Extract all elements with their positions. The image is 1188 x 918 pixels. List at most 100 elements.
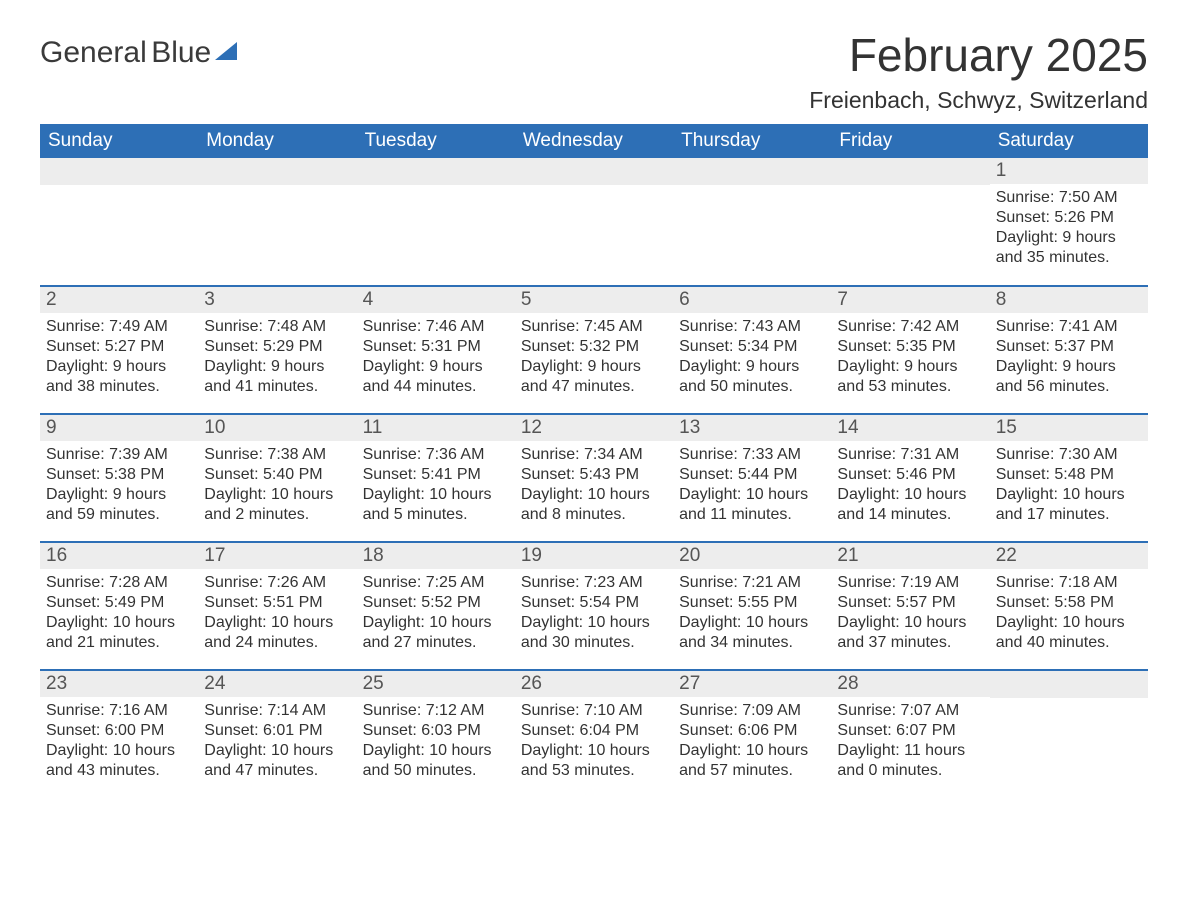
sunrise-line: Sunrise: 7:26 AM xyxy=(204,573,350,593)
daylight-line: Daylight: 10 hours and 50 minutes. xyxy=(363,741,509,781)
day-number: 9 xyxy=(40,415,198,441)
day-number: 16 xyxy=(40,543,198,569)
sunset-line: Sunset: 6:04 PM xyxy=(521,721,667,741)
daylight-line: Daylight: 9 hours and 53 minutes. xyxy=(837,357,983,397)
calendar-cell: 28Sunrise: 7:07 AMSunset: 6:07 PMDayligh… xyxy=(831,670,989,798)
day-body: Sunrise: 7:19 AMSunset: 5:57 PMDaylight:… xyxy=(831,569,989,661)
day-body: Sunrise: 7:49 AMSunset: 5:27 PMDaylight:… xyxy=(40,313,198,405)
calendar-cell: 27Sunrise: 7:09 AMSunset: 6:06 PMDayligh… xyxy=(673,670,831,798)
calendar-cell: 16Sunrise: 7:28 AMSunset: 5:49 PMDayligh… xyxy=(40,542,198,670)
day-body: Sunrise: 7:30 AMSunset: 5:48 PMDaylight:… xyxy=(990,441,1148,533)
sunset-line: Sunset: 5:58 PM xyxy=(996,593,1142,613)
sunrise-line: Sunrise: 7:14 AM xyxy=(204,701,350,721)
sunrise-line: Sunrise: 7:12 AM xyxy=(363,701,509,721)
daylight-line: Daylight: 10 hours and 8 minutes. xyxy=(521,485,667,525)
empty-day xyxy=(673,158,831,185)
calendar-cell: 10Sunrise: 7:38 AMSunset: 5:40 PMDayligh… xyxy=(198,414,356,542)
logo-triangle-icon xyxy=(215,42,237,60)
sunset-line: Sunset: 5:46 PM xyxy=(837,465,983,485)
sunset-line: Sunset: 5:41 PM xyxy=(363,465,509,485)
sunset-line: Sunset: 5:38 PM xyxy=(46,465,192,485)
daylight-line: Daylight: 11 hours and 0 minutes. xyxy=(837,741,983,781)
calendar-cell xyxy=(673,158,831,286)
day-number: 14 xyxy=(831,415,989,441)
day-body: Sunrise: 7:31 AMSunset: 5:46 PMDaylight:… xyxy=(831,441,989,533)
sunset-line: Sunset: 5:57 PM xyxy=(837,593,983,613)
daylight-line: Daylight: 10 hours and 57 minutes. xyxy=(679,741,825,781)
logo: General Blue xyxy=(40,38,237,68)
sunset-line: Sunset: 6:07 PM xyxy=(837,721,983,741)
page-subtitle: Freienbach, Schwyz, Switzerland xyxy=(809,87,1148,114)
calendar-cell: 23Sunrise: 7:16 AMSunset: 6:00 PMDayligh… xyxy=(40,670,198,798)
sunrise-line: Sunrise: 7:49 AM xyxy=(46,317,192,337)
day-body: Sunrise: 7:46 AMSunset: 5:31 PMDaylight:… xyxy=(357,313,515,405)
day-body: Sunrise: 7:09 AMSunset: 6:06 PMDaylight:… xyxy=(673,697,831,789)
sunrise-line: Sunrise: 7:34 AM xyxy=(521,445,667,465)
day-body: Sunrise: 7:28 AMSunset: 5:49 PMDaylight:… xyxy=(40,569,198,661)
sunrise-line: Sunrise: 7:30 AM xyxy=(996,445,1142,465)
calendar-week-row: 16Sunrise: 7:28 AMSunset: 5:49 PMDayligh… xyxy=(40,542,1148,670)
daylight-line: Daylight: 10 hours and 11 minutes. xyxy=(679,485,825,525)
sunrise-line: Sunrise: 7:41 AM xyxy=(996,317,1142,337)
day-body: Sunrise: 7:18 AMSunset: 5:58 PMDaylight:… xyxy=(990,569,1148,661)
calendar-week-row: 9Sunrise: 7:39 AMSunset: 5:38 PMDaylight… xyxy=(40,414,1148,542)
calendar-cell xyxy=(357,158,515,286)
header-row: General Blue February 2025 Freienbach, S… xyxy=(40,30,1148,114)
daylight-line: Daylight: 10 hours and 40 minutes. xyxy=(996,613,1142,653)
sunrise-line: Sunrise: 7:50 AM xyxy=(996,188,1142,208)
daylight-line: Daylight: 9 hours and 44 minutes. xyxy=(363,357,509,397)
day-number: 12 xyxy=(515,415,673,441)
calendar-table: Sunday Monday Tuesday Wednesday Thursday… xyxy=(40,124,1148,798)
day-number: 10 xyxy=(198,415,356,441)
sunset-line: Sunset: 5:49 PM xyxy=(46,593,192,613)
dayname-saturday: Saturday xyxy=(990,124,1148,158)
dayname-row: Sunday Monday Tuesday Wednesday Thursday… xyxy=(40,124,1148,158)
daylight-line: Daylight: 10 hours and 37 minutes. xyxy=(837,613,983,653)
calendar-cell: 4Sunrise: 7:46 AMSunset: 5:31 PMDaylight… xyxy=(357,286,515,414)
logo-word-2: Blue xyxy=(151,36,211,69)
daylight-line: Daylight: 10 hours and 34 minutes. xyxy=(679,613,825,653)
calendar-week-row: 1Sunrise: 7:50 AMSunset: 5:26 PMDaylight… xyxy=(40,158,1148,286)
calendar-week-row: 23Sunrise: 7:16 AMSunset: 6:00 PMDayligh… xyxy=(40,670,1148,798)
day-number: 1 xyxy=(990,158,1148,184)
sunrise-line: Sunrise: 7:07 AM xyxy=(837,701,983,721)
empty-day xyxy=(515,158,673,185)
daylight-line: Daylight: 9 hours and 59 minutes. xyxy=(46,485,192,525)
day-body: Sunrise: 7:07 AMSunset: 6:07 PMDaylight:… xyxy=(831,697,989,789)
daylight-line: Daylight: 10 hours and 47 minutes. xyxy=(204,741,350,781)
day-body: Sunrise: 7:25 AMSunset: 5:52 PMDaylight:… xyxy=(357,569,515,661)
calendar-cell: 24Sunrise: 7:14 AMSunset: 6:01 PMDayligh… xyxy=(198,670,356,798)
calendar-cell: 14Sunrise: 7:31 AMSunset: 5:46 PMDayligh… xyxy=(831,414,989,542)
title-block: February 2025 Freienbach, Schwyz, Switze… xyxy=(809,30,1148,114)
sunrise-line: Sunrise: 7:09 AM xyxy=(679,701,825,721)
calendar-cell xyxy=(515,158,673,286)
calendar-cell xyxy=(990,670,1148,798)
sunset-line: Sunset: 5:27 PM xyxy=(46,337,192,357)
calendar-cell: 13Sunrise: 7:33 AMSunset: 5:44 PMDayligh… xyxy=(673,414,831,542)
day-body: Sunrise: 7:50 AMSunset: 5:26 PMDaylight:… xyxy=(990,184,1148,276)
daylight-line: Daylight: 9 hours and 47 minutes. xyxy=(521,357,667,397)
calendar-cell: 22Sunrise: 7:18 AMSunset: 5:58 PMDayligh… xyxy=(990,542,1148,670)
calendar-cell: 12Sunrise: 7:34 AMSunset: 5:43 PMDayligh… xyxy=(515,414,673,542)
daylight-line: Daylight: 10 hours and 2 minutes. xyxy=(204,485,350,525)
sunrise-line: Sunrise: 7:33 AM xyxy=(679,445,825,465)
day-body: Sunrise: 7:21 AMSunset: 5:55 PMDaylight:… xyxy=(673,569,831,661)
day-number: 6 xyxy=(673,287,831,313)
calendar-cell: 21Sunrise: 7:19 AMSunset: 5:57 PMDayligh… xyxy=(831,542,989,670)
empty-day xyxy=(357,158,515,185)
daylight-line: Daylight: 10 hours and 27 minutes. xyxy=(363,613,509,653)
sunrise-line: Sunrise: 7:43 AM xyxy=(679,317,825,337)
day-number: 13 xyxy=(673,415,831,441)
dayname-monday: Monday xyxy=(198,124,356,158)
day-body: Sunrise: 7:42 AMSunset: 5:35 PMDaylight:… xyxy=(831,313,989,405)
sunset-line: Sunset: 5:29 PM xyxy=(204,337,350,357)
day-number: 20 xyxy=(673,543,831,569)
daylight-line: Daylight: 10 hours and 21 minutes. xyxy=(46,613,192,653)
day-number: 26 xyxy=(515,671,673,697)
sunset-line: Sunset: 5:55 PM xyxy=(679,593,825,613)
calendar-cell: 2Sunrise: 7:49 AMSunset: 5:27 PMDaylight… xyxy=(40,286,198,414)
sunrise-line: Sunrise: 7:39 AM xyxy=(46,445,192,465)
day-body: Sunrise: 7:14 AMSunset: 6:01 PMDaylight:… xyxy=(198,697,356,789)
dayname-wednesday: Wednesday xyxy=(515,124,673,158)
calendar-cell: 25Sunrise: 7:12 AMSunset: 6:03 PMDayligh… xyxy=(357,670,515,798)
